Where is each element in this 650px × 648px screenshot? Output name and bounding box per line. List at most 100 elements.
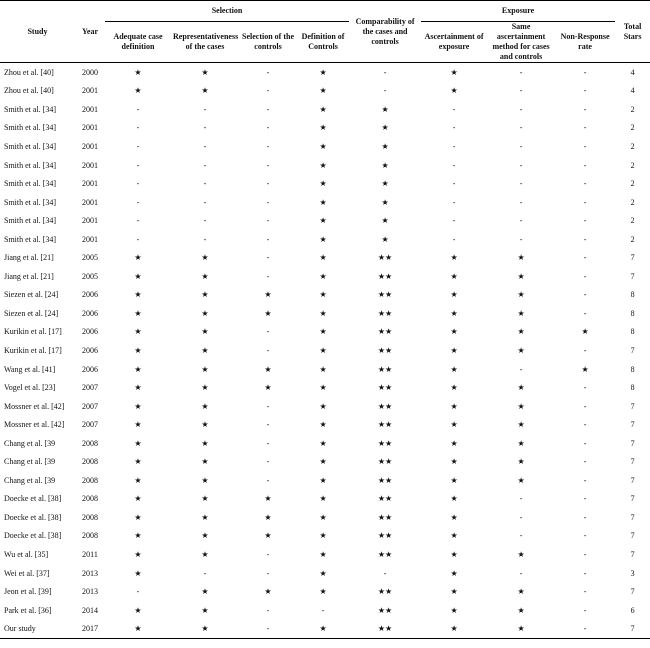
table-row: Chang et al. [39 2008 ★ ★ - ★ ★★ ★ ★ -7	[0, 434, 650, 453]
cell: ★★	[377, 308, 393, 318]
cell: -	[266, 401, 270, 411]
cell: -	[583, 512, 587, 522]
cell: ★	[201, 475, 209, 485]
study-cell: Smith et al. [34]	[4, 104, 56, 114]
cell: ★★	[377, 475, 393, 485]
cell: ★	[264, 512, 272, 522]
cell: ★	[134, 67, 142, 77]
cell: -	[452, 216, 456, 226]
cell: ★	[319, 308, 327, 318]
cell: ★	[134, 271, 142, 281]
cell: 2008	[82, 531, 98, 541]
table-row: Mossner et al. [42] 2007 ★ ★ - ★ ★★ ★ ★ -7	[0, 415, 650, 434]
study-cell: Siezen et al. [24]	[4, 308, 59, 318]
cell: -	[452, 123, 456, 133]
table-row: Wei et al. [37] 2013 ★ - - ★ - ★ - - 3	[0, 564, 650, 583]
cell: ★	[264, 587, 272, 597]
cell: -	[266, 327, 270, 337]
cell: ★	[201, 271, 209, 281]
header-comparability: Comparability of the cases and controls	[349, 0, 422, 63]
cell: -	[452, 104, 456, 114]
cell: 2	[630, 216, 635, 226]
cell: -	[519, 494, 523, 504]
cell: -	[136, 587, 140, 597]
cell: 2	[630, 197, 635, 207]
cell: ★	[201, 383, 209, 393]
cell: ★	[201, 624, 209, 634]
cell: 4	[630, 67, 635, 77]
table-row: Kurikin et al. [17] 2006 ★ ★ - ★ ★★ ★ ★ ★ 8	[0, 323, 650, 342]
cell: -	[136, 141, 140, 151]
cell: ★	[517, 290, 525, 300]
cell: 7	[630, 624, 635, 634]
cell: ★	[319, 438, 327, 448]
cell: 7	[630, 345, 635, 355]
cell: 2007	[82, 401, 98, 411]
cell: ★★	[377, 549, 393, 559]
cell: 6	[630, 605, 635, 615]
cell: -	[583, 494, 587, 504]
cell: ★	[517, 605, 525, 615]
cell: -	[136, 160, 140, 170]
table-row: Doecke et al. [38] 2008 ★ ★ ★ ★ ★★ ★ - -7	[0, 508, 650, 527]
cell: ★	[450, 549, 458, 559]
cell: 2006	[82, 327, 98, 337]
cell: ★	[450, 568, 458, 578]
cell: ★	[201, 290, 209, 300]
table-row: Smith et al. [34] 2001 - - - ★ ★ - - - 2	[0, 100, 650, 119]
cell: ★	[264, 383, 272, 393]
cell: ★	[319, 383, 327, 393]
cell: ★	[319, 86, 327, 96]
cell: ★	[134, 86, 142, 96]
cell: 7	[630, 271, 635, 281]
cell: -	[452, 160, 456, 170]
cell: -	[266, 420, 270, 430]
cell: 7	[630, 587, 635, 597]
cell: ★	[134, 475, 142, 485]
cell: -	[583, 253, 587, 263]
cell: 2	[630, 160, 635, 170]
cell: ★	[201, 531, 209, 541]
cell: 2005	[82, 271, 98, 281]
study-cell: Wang et al. [41]	[4, 364, 56, 374]
cell: -	[203, 141, 207, 151]
cell: -	[203, 216, 207, 226]
cell: ★	[134, 512, 142, 522]
study-cell: Zhou et al. [40]	[4, 67, 54, 77]
cell: 2006	[82, 364, 98, 374]
cell: ★	[134, 364, 142, 374]
cell: -	[203, 160, 207, 170]
cell: -	[519, 197, 523, 207]
cell: 2001	[82, 197, 98, 207]
cell: ★	[450, 587, 458, 597]
cell: -	[203, 234, 207, 244]
table-row: Chang et al. [39 2008 ★ ★ - ★ ★★ ★ ★ -7	[0, 452, 650, 471]
cell: ★	[201, 512, 209, 522]
cell: 2013	[82, 587, 98, 597]
cell: ★	[201, 308, 209, 318]
study-cell: Smith et al. [34]	[4, 160, 56, 170]
study-cell: Smith et al. [34]	[4, 216, 56, 226]
cell: -	[519, 141, 523, 151]
cell: 2	[630, 179, 635, 189]
cell: -	[583, 345, 587, 355]
cell: -	[583, 438, 587, 448]
cell: -	[583, 568, 587, 578]
header-col: Definition of Controls	[297, 21, 350, 63]
cell: ★	[134, 531, 142, 541]
cell: 2013	[82, 568, 98, 578]
cell: ★	[264, 308, 272, 318]
cell: ★	[450, 420, 458, 430]
cell: 7	[630, 401, 635, 411]
cell: ★	[319, 475, 327, 485]
cell: ★	[319, 531, 327, 541]
header-study: Study	[0, 0, 75, 63]
cell: ★	[319, 160, 327, 170]
cell: -	[583, 160, 587, 170]
cell: 2011	[82, 549, 98, 559]
cell: 2001	[82, 234, 98, 244]
cell: -	[266, 123, 270, 133]
cell: 2	[630, 123, 635, 133]
cell: ★★	[377, 438, 393, 448]
cell: ★★	[377, 345, 393, 355]
